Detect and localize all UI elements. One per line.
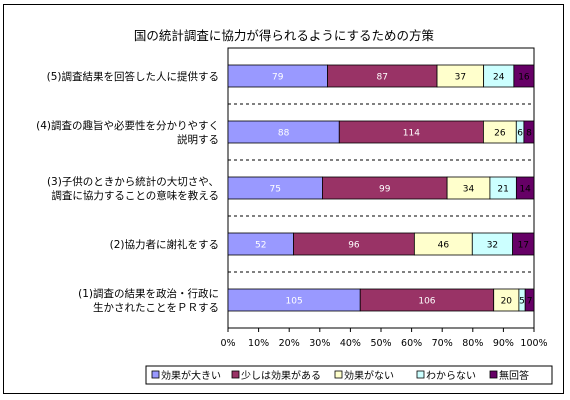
category-label: (1)調査の結果を政治・行政に: [78, 287, 219, 300]
category-label: 説明する: [177, 133, 219, 146]
data-label: 6: [517, 129, 523, 139]
legend-label: 少しは効果がある: [241, 369, 321, 382]
bar-segment: [515, 176, 535, 200]
legend-label: わからない: [426, 370, 476, 382]
data-label: 88: [278, 129, 290, 139]
legend-label: 無回答: [499, 369, 529, 382]
data-label: 99: [379, 185, 391, 195]
data-label: 114: [403, 129, 420, 139]
category-label: 生かされたことをＰＲする: [93, 301, 219, 314]
data-label: 52: [255, 241, 266, 251]
bar-segment: [512, 232, 535, 256]
data-label: 17: [518, 241, 529, 251]
legend-label: 効果がない: [344, 369, 394, 382]
x-tick-label: 80%: [462, 338, 483, 349]
data-label: 105: [286, 297, 303, 307]
data-label: 32: [487, 241, 498, 251]
chart-title: 国の統計調査に協力が得られるようにするための方策: [133, 28, 435, 43]
data-label: 96: [348, 241, 360, 251]
data-label: 8: [526, 129, 532, 139]
legend-swatch: [334, 370, 343, 379]
bar-segment: [513, 64, 535, 88]
legend-box: [145, 365, 553, 385]
category-label: (3)子供のときから統計の大切さや、: [47, 175, 219, 188]
category-label: 調査に協力することの意味を教える: [51, 189, 219, 202]
legend-swatch: [416, 370, 425, 379]
data-label: 34: [463, 185, 475, 195]
data-label: 21: [497, 185, 508, 195]
legend-label: 効果が大きい: [161, 369, 221, 382]
data-label: 26: [494, 129, 506, 139]
x-tick-label: 50%: [370, 338, 391, 349]
data-label: 79: [272, 73, 284, 83]
data-label: 46: [438, 241, 450, 251]
category-label: (4)調査の趣旨や必要性を分かりやすく: [36, 119, 219, 132]
x-tick-label: 70%: [432, 338, 453, 349]
x-tick-label: 60%: [401, 338, 422, 349]
data-label: 7: [527, 297, 533, 307]
data-label: 106: [418, 297, 435, 307]
x-tick-label: 30%: [309, 338, 330, 349]
data-label: 87: [377, 73, 388, 83]
data-label: 20: [501, 297, 513, 307]
legend-swatch: [489, 370, 498, 379]
data-label: 5: [519, 297, 525, 307]
x-tick-label: 20%: [279, 338, 300, 349]
data-label: 24: [493, 73, 505, 83]
x-tick-label: 40%: [340, 338, 361, 349]
legend-swatch: [231, 370, 240, 379]
bar-segment: [524, 288, 535, 312]
x-tick-label: 100%: [520, 338, 547, 349]
data-label: 75: [269, 185, 280, 195]
x-tick-label: 10%: [248, 338, 269, 349]
category-label: (2)協力者に謝礼をする: [110, 238, 219, 251]
x-tick-label: 90%: [493, 338, 514, 349]
data-label: 37: [455, 73, 466, 83]
x-tick-label: 0%: [220, 338, 235, 349]
bar-segment: [523, 120, 535, 144]
category-label: (5)調査結果を回答した人に提供する: [47, 70, 219, 83]
legend-swatch: [151, 370, 160, 379]
data-label: 14: [519, 185, 531, 195]
data-label: 16: [518, 73, 530, 83]
